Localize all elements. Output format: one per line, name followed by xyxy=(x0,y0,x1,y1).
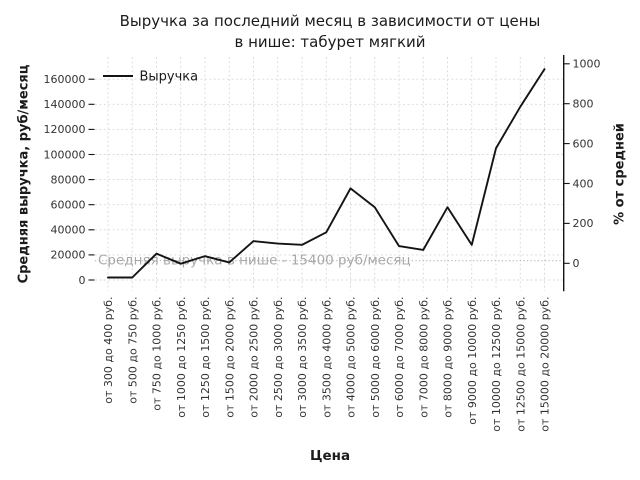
left-tick-label: 20000 xyxy=(51,249,86,262)
revenue-line xyxy=(107,68,546,279)
x-tick-label: от 500 до 750 руб. xyxy=(126,297,139,404)
x-tick-label: от 5000 до 6000 руб. xyxy=(369,297,382,418)
left-tick-label: 100000 xyxy=(44,148,86,161)
left-tick-label: 160000 xyxy=(44,73,86,86)
x-tick-label: от 6000 до 7000 руб. xyxy=(393,297,406,418)
right-tick-label: 400 xyxy=(573,177,594,190)
x-tick-label: от 2500 до 3000 руб. xyxy=(272,297,285,418)
left-tick-label: 60000 xyxy=(51,199,86,212)
chart-title-line1: Выручка за последний месяц в зависимости… xyxy=(119,12,541,30)
right-tick-label: 0 xyxy=(573,257,580,270)
x-tick-label: от 300 до 400 руб. xyxy=(102,297,115,404)
chart-title-line2: в нише: табурет мягкий xyxy=(234,33,426,51)
right-tick-label: 1000 xyxy=(573,58,601,71)
x-tick-label: от 9000 до 10000 руб. xyxy=(466,297,479,425)
x-tick-label: от 15000 до 20000 руб. xyxy=(539,297,552,432)
x-tick-label: от 8000 до 9000 руб. xyxy=(442,297,455,418)
x-axis-title: Цена xyxy=(309,448,351,464)
x-tick-label: от 750 до 1000 руб. xyxy=(151,297,164,411)
legend-label: Выручка xyxy=(140,70,199,85)
right-tick-label: 200 xyxy=(573,217,594,230)
x-tick-label: от 1000 до 1250 руб. xyxy=(175,297,188,418)
y-axis-title-left: Средняя выручка, руб/месяц xyxy=(16,64,32,284)
x-tick-label: от 7000 до 8000 руб. xyxy=(417,297,430,418)
right-tick-label: 600 xyxy=(573,137,594,150)
average-line-annotation: Средняя выручка в нише - 15400 руб/месяц xyxy=(98,253,411,269)
left-tick-label: 120000 xyxy=(44,123,86,136)
x-tick-label: от 1250 до 1500 руб. xyxy=(199,297,212,418)
y-axis-title-right: % от средней xyxy=(612,123,628,225)
x-tick-label: от 10000 до 12500 руб. xyxy=(490,297,503,432)
left-tick-label: 0 xyxy=(79,274,86,287)
left-tick-label: 40000 xyxy=(51,224,86,237)
right-tick-label: 800 xyxy=(573,98,594,111)
x-tick-label: от 3000 до 3500 руб. xyxy=(296,297,309,418)
x-tick-label: от 3500 до 4000 руб. xyxy=(320,297,333,418)
x-tick-label: от 4000 до 5000 руб. xyxy=(345,297,358,418)
left-tick-label: 140000 xyxy=(44,98,86,111)
x-tick-label: от 12500 до 15000 руб. xyxy=(514,297,527,432)
x-tick-label: от 1500 до 2000 руб. xyxy=(223,297,236,418)
x-tick-label: от 2000 до 2500 руб. xyxy=(248,297,261,418)
left-tick-label: 80000 xyxy=(51,173,86,186)
